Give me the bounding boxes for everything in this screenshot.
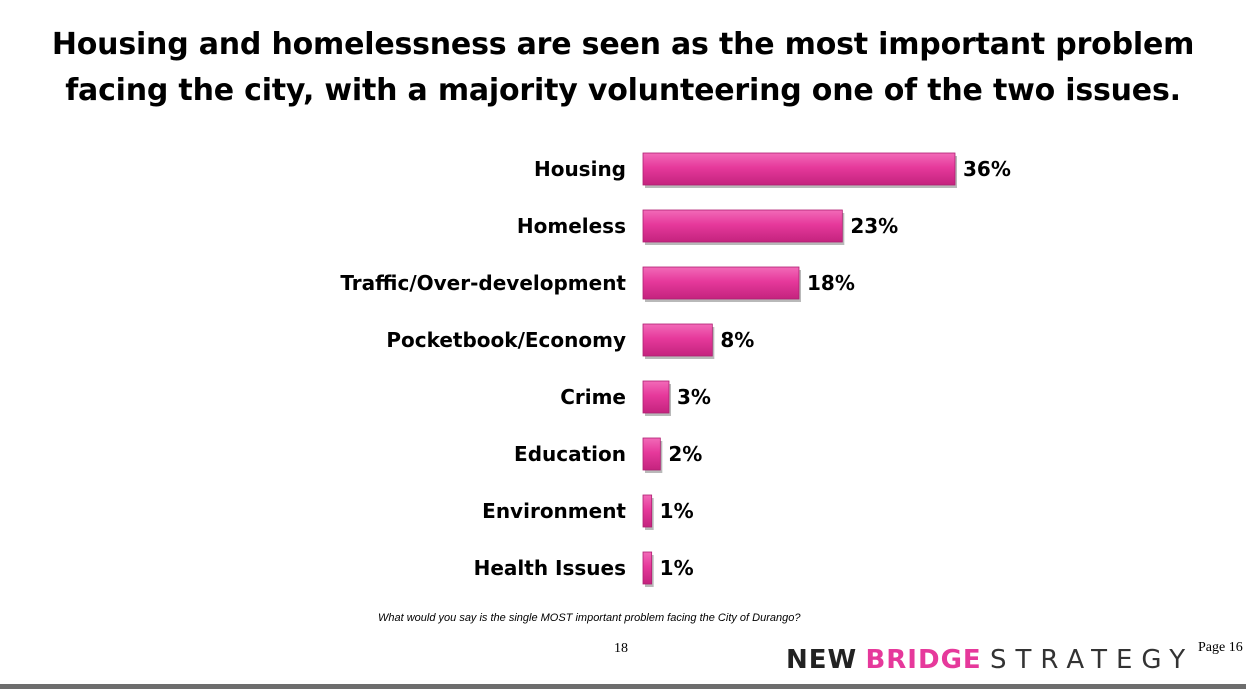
bar-pocketbook-economy xyxy=(642,323,713,357)
bar-housing xyxy=(642,152,956,186)
category-label: Traffic/Over-development xyxy=(340,271,626,295)
value-label: 23% xyxy=(850,214,898,238)
company-logo: NEW BRIDGE STRATEGY xyxy=(786,644,1194,676)
category-label: Health Issues xyxy=(474,556,626,580)
category-label: Education xyxy=(514,442,626,466)
value-label: 3% xyxy=(677,385,711,409)
bars-group: Housing 36% Homeless 23% Traffic/Over-develo… xyxy=(340,152,1011,587)
value-label: 18% xyxy=(807,271,855,295)
chart-title: Housing and homelessness are seen as the… xyxy=(0,22,1246,114)
logo-word-bridge: BRIDGE xyxy=(865,645,982,675)
bar-traffic-over-development xyxy=(642,266,800,300)
bar-homeless xyxy=(642,209,843,243)
category-label: Homeless xyxy=(517,214,626,238)
page-number: 18 xyxy=(614,641,628,656)
chart-title-line-1: Housing and homelessness are seen as the… xyxy=(51,27,1195,62)
value-label: 2% xyxy=(668,442,702,466)
bottom-divider xyxy=(0,684,1246,689)
bar-health-issues xyxy=(642,551,653,585)
category-label: Crime xyxy=(560,385,626,409)
value-label: 8% xyxy=(720,328,754,352)
logo-word-strategy: STRATEGY xyxy=(989,645,1195,675)
value-label: 36% xyxy=(963,157,1011,181)
bar-education xyxy=(642,437,661,471)
page-of-footer: Page 16 of xyxy=(1198,640,1246,655)
survey-question-note: What would you say is the single MOST im… xyxy=(378,612,801,624)
value-label: 1% xyxy=(660,556,694,580)
logo-word-new: NEW xyxy=(786,645,858,675)
category-label: Housing xyxy=(534,157,626,181)
bar-environment xyxy=(642,494,653,528)
bar-chart: Housing 36% Homeless 23% Traffic/Over-develo… xyxy=(340,152,1011,587)
category-label: Environment xyxy=(482,499,626,523)
chart-title-line-2: facing the city, with a majority volunte… xyxy=(65,73,1181,108)
bar-crime xyxy=(642,380,670,414)
value-label: 1% xyxy=(660,499,694,523)
category-label: Pocketbook/Economy xyxy=(386,328,626,352)
